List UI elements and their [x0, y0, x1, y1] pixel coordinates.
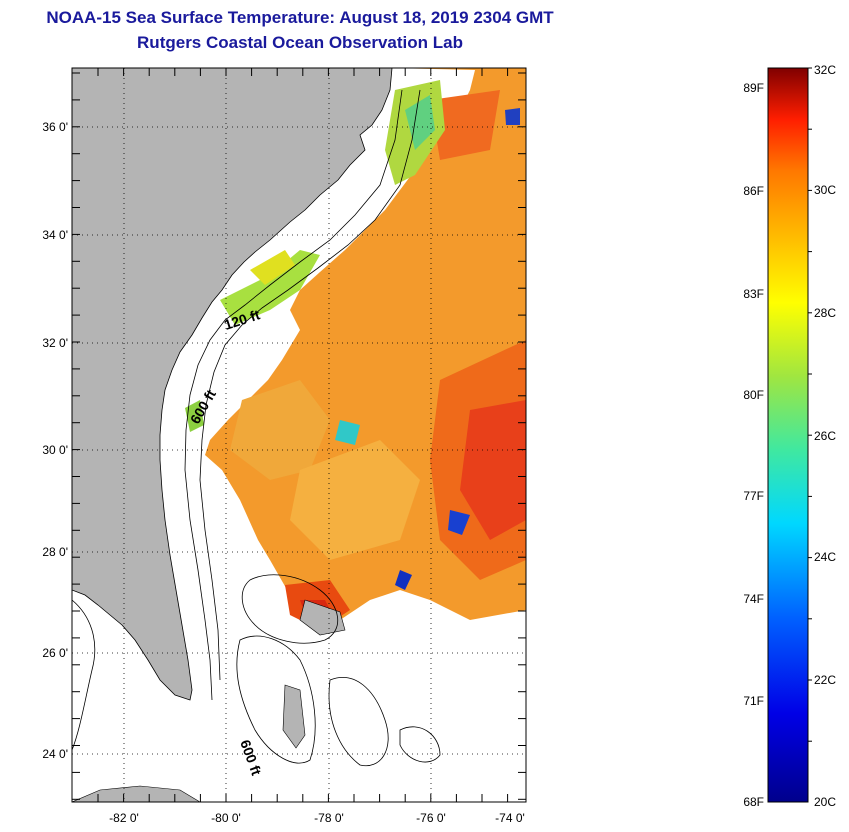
colorbar-gradient	[767, 67, 809, 803]
fahrenheit-label: 80F	[743, 388, 764, 402]
fahrenheit-label: 83F	[743, 287, 764, 301]
latitude-labels: 36 0' 34 0' 32 0' 30 0' 28 0' 26 0' 24 0…	[42, 120, 68, 761]
axis-ticks	[72, 68, 526, 802]
map-frame	[71, 67, 527, 803]
fahrenheit-label: 74F	[743, 592, 764, 606]
celsius-label: 20C	[814, 795, 836, 809]
celsius-label: 24C	[814, 550, 836, 564]
map-title: NOAA-15 Sea Surface Temperature: August …	[46, 8, 554, 27]
lat-label: 30 0'	[42, 443, 68, 457]
fahrenheit-label: 86F	[743, 184, 764, 198]
lon-label: -74 0'	[495, 811, 525, 825]
bahamas-island-2	[299, 599, 346, 636]
lat-label: 36 0'	[42, 120, 68, 134]
celsius-label: 26C	[814, 429, 836, 443]
us-east-coast-land	[72, 68, 393, 701]
celsius-label: 32C	[814, 63, 836, 77]
celsius-label: 28C	[814, 306, 836, 320]
colorbar-ticks	[808, 67, 812, 742]
map-subtitle: Rutgers Coastal Ocean Observation Lab	[137, 33, 463, 52]
lat-label: 28 0'	[42, 545, 68, 559]
lat-label: 32 0'	[42, 336, 68, 350]
sst-data-field	[140, 68, 526, 630]
cuba-land	[72, 785, 201, 802]
longitude-labels: -82 0' -80 0' -78 0' -76 0' -74 0'	[109, 811, 525, 825]
bahamas-island-1	[282, 684, 306, 749]
fahrenheit-label: 77F	[743, 489, 764, 503]
fahrenheit-label: 71F	[743, 694, 764, 708]
fahrenheit-label: 68F	[743, 795, 764, 809]
lon-label: -78 0'	[314, 811, 344, 825]
lat-label: 26 0'	[42, 646, 68, 660]
graticule	[72, 68, 526, 802]
temperature-colorbar: 89F 86F 83F 80F 77F 74F 71F 68F 32C 30C …	[743, 63, 836, 809]
depth-contours	[72, 89, 441, 767]
lon-label: -80 0'	[211, 811, 241, 825]
lat-label: 34 0'	[42, 228, 68, 242]
fahrenheit-label: 89F	[743, 81, 764, 95]
celsius-label: 30C	[814, 183, 836, 197]
lat-label: 24 0'	[42, 747, 68, 761]
celsius-label: 22C	[814, 673, 836, 687]
lon-label: -76 0'	[416, 811, 446, 825]
lon-label: -82 0'	[109, 811, 139, 825]
